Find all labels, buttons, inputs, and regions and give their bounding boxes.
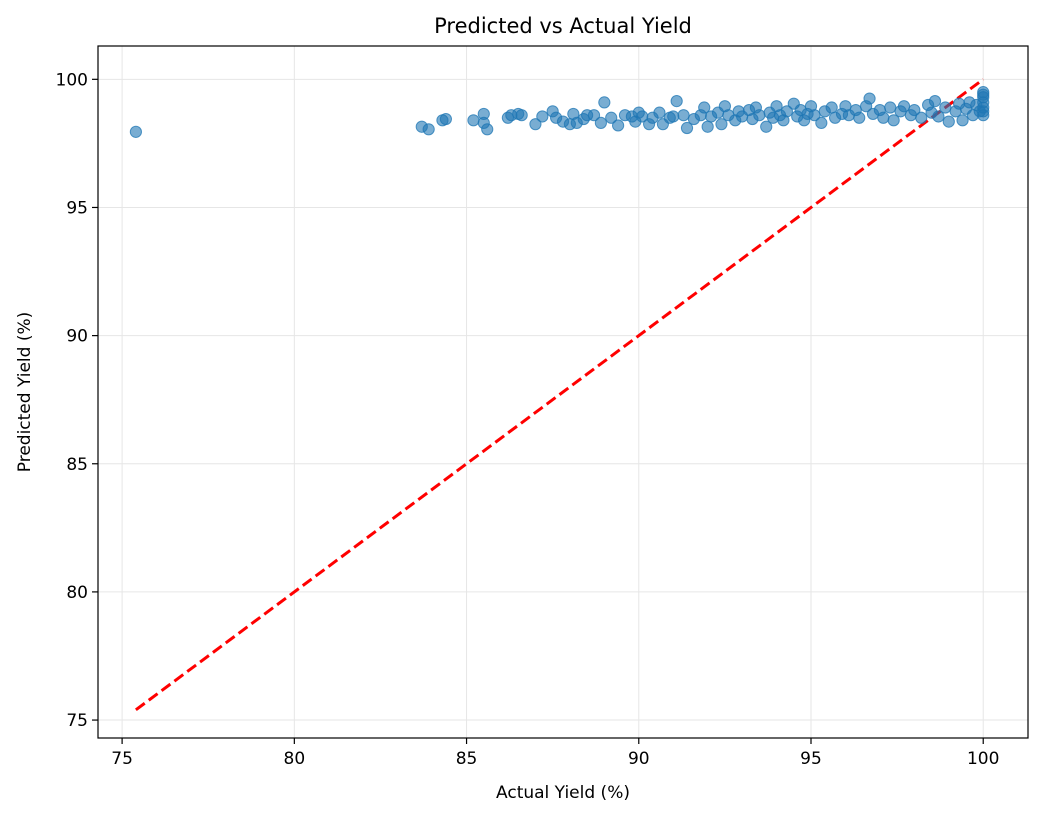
scatter-point (422, 123, 435, 136)
scatter-point (877, 111, 890, 124)
scatter-point (698, 101, 711, 114)
x-tick-label: 90 (628, 749, 650, 769)
scatter-point (977, 109, 990, 122)
scatter-point (977, 88, 990, 101)
x-tick-label: 75 (111, 749, 133, 769)
scatter-point (612, 119, 625, 132)
scatter-point (753, 109, 766, 122)
scatter-point (884, 101, 897, 114)
scatter-point (915, 111, 928, 124)
scatter-point (825, 101, 838, 114)
reference-line-layer (134, 78, 985, 712)
scatter-point (887, 114, 900, 127)
scatter-point (529, 118, 542, 131)
scatter-point (467, 114, 480, 127)
scatter-point (853, 111, 866, 124)
scatter-point (760, 120, 773, 133)
scatter-point (939, 101, 952, 114)
scatter-points (129, 86, 990, 138)
scatter-point (439, 112, 452, 126)
scatter-point (653, 106, 666, 119)
gridlines (98, 46, 1028, 738)
scatter-point (863, 92, 876, 105)
scatter-point (942, 115, 955, 128)
scatter-point (605, 111, 618, 124)
plot-frame (97, 45, 1029, 739)
x-axis-label: Actual Yield (%) (496, 783, 630, 803)
scatter-point (515, 109, 528, 122)
chart-title: Predicted vs Actual Yield (434, 14, 692, 38)
scatter-point (481, 123, 494, 136)
y-axis-ticks: 75 80 85 90 95 100 (56, 70, 98, 731)
y-tick-label: 95 (66, 198, 88, 218)
x-tick-label: 80 (284, 749, 306, 769)
scatter-point (780, 105, 793, 118)
y-tick-label: 75 (66, 711, 88, 731)
scatter-point (956, 114, 969, 127)
x-axis-ticks: 75 80 85 90 95 100 (111, 738, 999, 769)
y-axis-label: Predicted Yield (%) (15, 312, 35, 473)
x-tick-label: 95 (800, 749, 822, 769)
scatter-point (677, 109, 690, 122)
scatter-point (670, 95, 683, 108)
scatter-point (908, 103, 921, 117)
scatter-point (536, 110, 549, 123)
scatter-point (598, 96, 611, 109)
reference-line (134, 78, 985, 712)
scatter-point (928, 95, 942, 108)
y-tick-label: 85 (66, 455, 88, 475)
scatter-point (129, 125, 142, 138)
y-tick-label: 90 (66, 327, 88, 347)
scatter-point (701, 120, 714, 133)
scatter-point (680, 121, 694, 135)
scatter-point (587, 109, 601, 122)
scatter-point (594, 116, 607, 129)
y-tick-label: 80 (66, 583, 88, 603)
scatter-point (932, 110, 945, 123)
x-tick-label: 100 (967, 749, 999, 769)
scatter-point (715, 118, 728, 131)
scatter-point (815, 116, 828, 129)
y-tick-label: 100 (56, 70, 88, 90)
scatter-point (667, 110, 680, 123)
x-tick-label: 85 (456, 749, 478, 769)
